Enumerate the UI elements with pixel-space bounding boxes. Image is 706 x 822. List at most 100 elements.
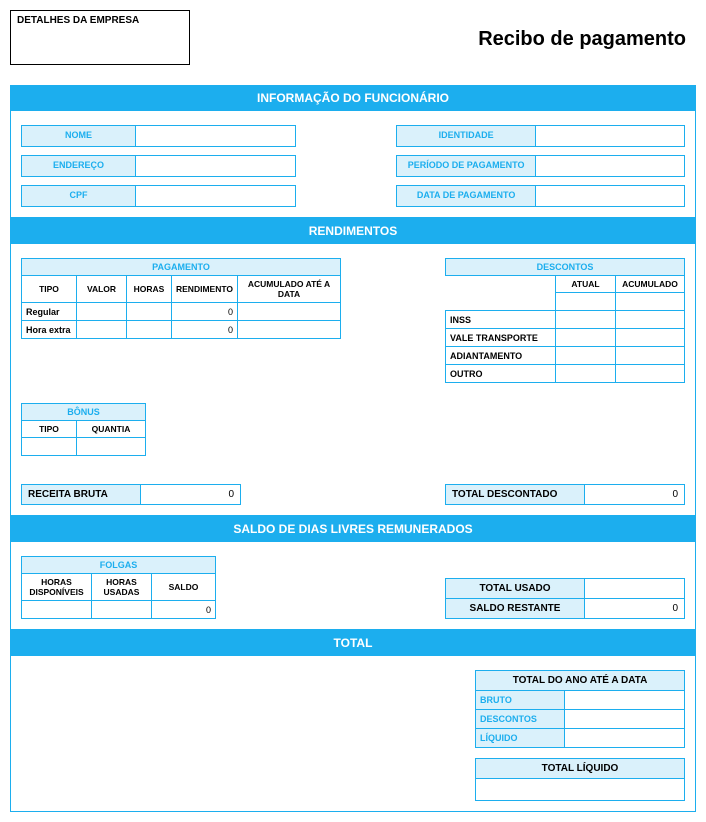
value-identidade [536, 125, 685, 147]
section-body-earnings: PAGAMENTO TIPO VALOR HORAS RENDIMENTO AC… [10, 244, 696, 516]
deductions-col-atual: ATUAL [556, 276, 616, 293]
label-endereco: ENDEREÇO [21, 155, 136, 177]
table-row: OUTRO [446, 365, 685, 383]
total-used-row: TOTAL USADO [445, 578, 685, 599]
payment-title: PAGAMENTO [22, 259, 341, 276]
cell [127, 303, 172, 321]
cell [616, 329, 685, 347]
field-nome: NOME [21, 125, 296, 147]
ytd-k-liquido: LÍQUIDO [475, 729, 565, 748]
table-row: 0 [22, 601, 216, 619]
section-body-pto: FOLGAS HORAS DISPONÍVEIS HORAS USADAS SA… [10, 542, 696, 630]
cell: ADIANTAMENTO [446, 347, 556, 365]
deductions-col-acum: ACUMULADO [616, 276, 685, 293]
ytd-box: TOTAL DO ANO ATÉ A DATA BRUTO DESCONTOS … [475, 670, 685, 748]
cell [77, 303, 127, 321]
ytd-k-descontos: DESCONTOS [475, 710, 565, 729]
section-body-employee: NOME ENDEREÇO CPF IDENTIDADE PERÍODO DE … [10, 111, 696, 218]
table-row [446, 293, 685, 311]
cell: VALE TRANSPORTE [446, 329, 556, 347]
cell [77, 321, 127, 339]
balance-label: SALDO RESTANTE [445, 599, 585, 619]
employee-right-col: IDENTIDADE PERÍODO DE PAGAMENTO DATA DE … [396, 125, 685, 207]
section-header-total: TOTAL [10, 630, 696, 656]
deductions-col-blank [446, 276, 556, 293]
payment-col-acum: ACUMULADO ATÉ A DATA [238, 276, 341, 303]
cell: 0 [172, 321, 238, 339]
payment-col-horas: HORAS [127, 276, 172, 303]
cell: INSS [446, 311, 556, 329]
cell [556, 329, 616, 347]
cell: Regular [22, 303, 77, 321]
gross-label: RECEITA BRUTA [21, 484, 141, 505]
section-header-earnings: RENDIMENTOS [10, 218, 696, 244]
gross-value: 0 [141, 484, 241, 505]
cell: OUTRO [446, 365, 556, 383]
cell [238, 321, 341, 339]
value-endereco [136, 155, 296, 177]
table-row: Hora extra 0 [22, 321, 341, 339]
value-data-pagamento [536, 185, 685, 207]
cell [616, 311, 685, 329]
deductions-table: DESCONTOS ATUAL ACUMULADO INSS VALE TRAN… [445, 258, 685, 383]
section-body-total: TOTAL DO ANO ATÉ A DATA BRUTO DESCONTOS … [10, 656, 696, 812]
folgas-table: FOLGAS HORAS DISPONÍVEIS HORAS USADAS SA… [21, 556, 216, 619]
ytd-k-bruto: BRUTO [475, 691, 565, 710]
ytd-v-bruto [565, 691, 685, 710]
cell [616, 365, 685, 383]
label-cpf: CPF [21, 185, 136, 207]
table-row [22, 438, 146, 456]
payment-col-rendimento: RENDIMENTO [172, 276, 238, 303]
field-cpf: CPF [21, 185, 296, 207]
value-nome [136, 125, 296, 147]
total-deducted-row: TOTAL DESCONTADO 0 [445, 484, 685, 505]
net-title: TOTAL LÍQUIDO [475, 758, 685, 779]
gross-row: RECEITA BRUTA 0 [21, 484, 241, 505]
top-row: DETALHES DA EMPRESA Recibo de pagamento [10, 10, 696, 65]
cell [556, 293, 616, 311]
balance-value: 0 [585, 599, 685, 619]
balance-row: SALDO RESTANTE 0 [445, 599, 685, 619]
folgas-col-usadas: HORAS USADAS [92, 574, 152, 601]
total-used-label: TOTAL USADO [445, 578, 585, 599]
label-nome: NOME [21, 125, 136, 147]
folgas-title: FOLGAS [22, 557, 216, 574]
ytd-row-bruto: BRUTO [475, 691, 685, 710]
net-value [475, 779, 685, 801]
cell [22, 601, 92, 619]
cell [556, 347, 616, 365]
cell: 0 [152, 601, 216, 619]
bonus-col-tipo: TIPO [22, 421, 77, 438]
bonus-table: BÔNUS TIPO QUANTIA [21, 403, 146, 456]
section-header-employee: INFORMAÇÃO DO FUNCIONÁRIO [10, 85, 696, 111]
payment-col-tipo: TIPO [22, 276, 77, 303]
folgas-col-saldo: SALDO [152, 574, 216, 601]
bonus-col-quantia: QUANTIA [77, 421, 146, 438]
page-title: Recibo de pagamento [190, 28, 696, 51]
section-header-pto: SALDO DE DIAS LIVRES REMUNERADOS [10, 516, 696, 542]
label-periodo: PERÍODO DE PAGAMENTO [396, 155, 536, 177]
payment-table: PAGAMENTO TIPO VALOR HORAS RENDIMENTO AC… [21, 258, 341, 339]
company-details-box: DETALHES DA EMPRESA [10, 10, 190, 65]
total-deducted-label: TOTAL DESCONTADO [445, 484, 585, 505]
ytd-v-descontos [565, 710, 685, 729]
cell [616, 347, 685, 365]
cell: Hora extra [22, 321, 77, 339]
table-row: ADIANTAMENTO [446, 347, 685, 365]
bonus-title: BÔNUS [22, 404, 146, 421]
cell: 0 [172, 303, 238, 321]
cell [238, 303, 341, 321]
cell [556, 311, 616, 329]
value-periodo [536, 155, 685, 177]
employee-left-col: NOME ENDEREÇO CPF [21, 125, 296, 207]
folgas-col-disp: HORAS DISPONÍVEIS [22, 574, 92, 601]
cell [92, 601, 152, 619]
ytd-row-liquido: LÍQUIDO [475, 729, 685, 748]
cell [77, 438, 146, 456]
table-row: INSS [446, 311, 685, 329]
cell [616, 293, 685, 311]
payment-col-valor: VALOR [77, 276, 127, 303]
cell [556, 365, 616, 383]
total-deducted-value: 0 [585, 484, 685, 505]
table-row: Regular 0 [22, 303, 341, 321]
